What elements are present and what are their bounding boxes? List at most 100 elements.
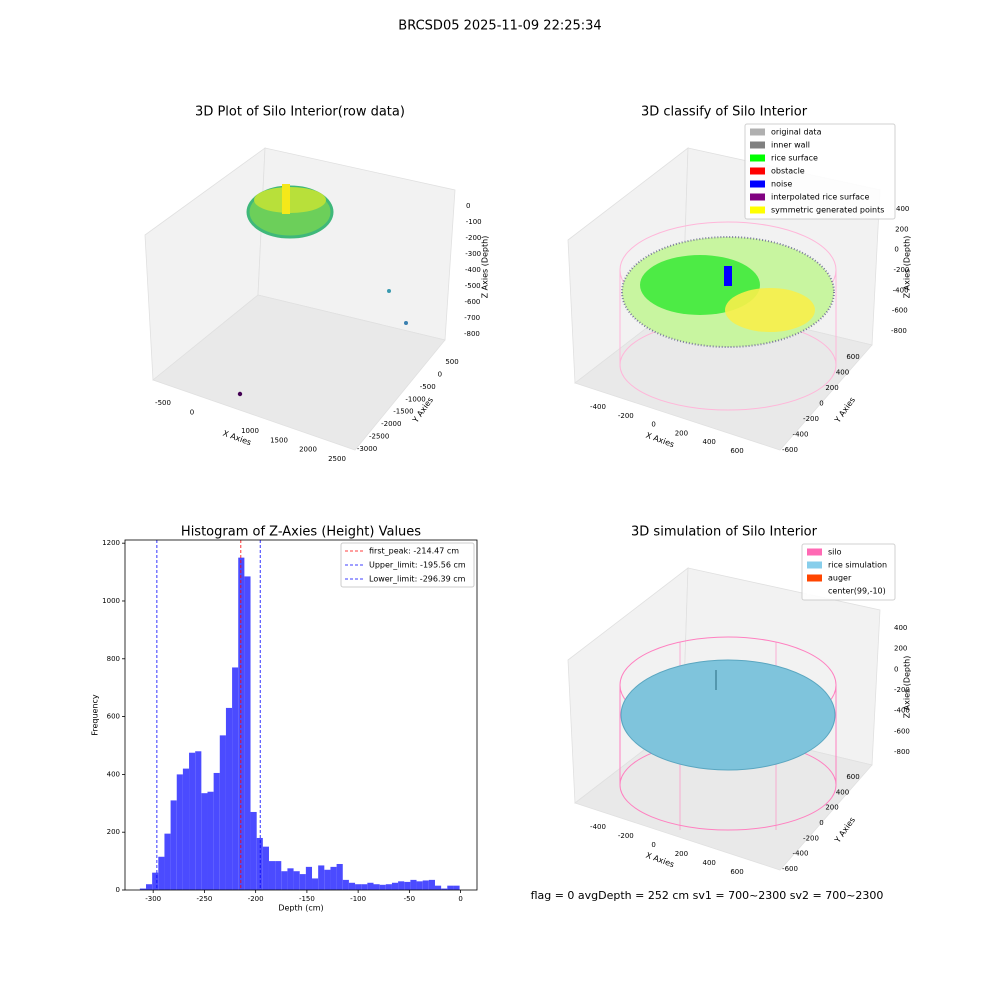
z-tick-label: 200 — [895, 225, 908, 233]
z-tick-label: 400 — [894, 624, 907, 632]
bar — [330, 866, 337, 890]
chart-title: 3D simulation of Silo Interior — [631, 525, 818, 540]
y-tick-label: 200 — [107, 828, 120, 836]
y-tick-label: -200 — [803, 415, 819, 423]
z-tick-label: -300 — [465, 250, 481, 258]
legend-label: first_peak: -214.47 cm — [369, 547, 459, 556]
bar — [164, 833, 171, 890]
bar — [152, 872, 159, 890]
x-tick-label: -150 — [299, 895, 315, 903]
x-tick-label: -100 — [350, 895, 366, 903]
x-tick-label: -250 — [196, 895, 212, 903]
x-tick-label: -50 — [404, 895, 415, 903]
bar — [367, 882, 374, 890]
legend-box — [340, 542, 475, 588]
x-tick-label: -200 — [618, 412, 634, 420]
bar — [195, 751, 202, 890]
bar — [342, 879, 349, 890]
z-tick-label: -100 — [466, 218, 482, 226]
legend-swatch — [750, 206, 765, 214]
y-tick-label: -1000 — [405, 395, 425, 403]
bar — [281, 871, 288, 890]
bar — [391, 882, 399, 890]
y-tick-label: 0 — [438, 370, 442, 378]
axes-frame — [124, 539, 478, 891]
y-tick-label: 500 — [445, 358, 458, 366]
x-tick-label: -400 — [590, 823, 606, 831]
chart-title: 3D Plot of Silo Interior(row data) — [195, 105, 405, 120]
bar — [158, 856, 165, 890]
bar — [447, 885, 454, 890]
bar — [275, 861, 282, 890]
z-tick-label: -600 — [892, 307, 908, 315]
legend-swatch — [750, 167, 765, 175]
bar — [361, 884, 368, 890]
y-tick-label: 200 — [825, 384, 838, 392]
z-axis-label: Z Axies (Depth) — [903, 656, 912, 719]
bar — [262, 846, 269, 890]
x-tick-label: 200 — [675, 850, 688, 858]
legend-swatch — [750, 193, 765, 201]
bar — [293, 871, 300, 890]
legend-label: obstacle — [771, 167, 805, 176]
panes-1 — [144, 147, 456, 451]
y-tick-label: 600 — [846, 353, 859, 361]
x-tick-label: -200 — [618, 832, 634, 840]
x-tick-label: -300 — [145, 895, 161, 903]
y-tick-label: -2000 — [381, 420, 401, 428]
z-tick-label: -400 — [894, 707, 910, 715]
legend-label: noise — [771, 180, 792, 189]
legend-swatch — [750, 154, 765, 162]
x-tick-label: 2500 — [328, 455, 346, 463]
y-tick-label: -400 — [793, 850, 809, 858]
x-tick-label: 600 — [730, 447, 743, 455]
bar — [324, 869, 331, 890]
bar — [170, 800, 177, 890]
bar — [182, 768, 190, 890]
z-axis-label: Z Axies (Depth) — [903, 236, 912, 299]
z-tick-label: -500 — [465, 282, 481, 290]
bar — [287, 868, 294, 890]
z-tick-label: -200 — [894, 686, 910, 694]
bar — [146, 884, 153, 890]
y-tick-label: -200 — [803, 834, 819, 842]
z-tick-label: -400 — [465, 266, 481, 274]
bar — [336, 863, 343, 890]
x-tick-label: 0 — [190, 408, 194, 416]
z-tick-label: -600 — [894, 727, 910, 735]
y-axis-label: Frequency — [91, 694, 100, 736]
x-tick-label: 0 — [651, 421, 655, 429]
bar — [225, 707, 233, 890]
bar — [268, 861, 276, 890]
footer: flag = 0 avgDepth = 252 cm sv1 = 700~230… — [531, 889, 884, 902]
bar — [410, 879, 417, 890]
y-tick-label: -1500 — [393, 408, 413, 416]
z-tick-label: 0 — [894, 665, 898, 673]
y-tick-label: -600 — [782, 446, 798, 454]
x-tick-label: 600 — [730, 868, 743, 876]
x-tick-label: 200 — [675, 429, 688, 437]
legend-label: auger — [828, 574, 852, 583]
y-tick-label: -3000 — [357, 445, 377, 453]
bar — [232, 667, 239, 890]
x-tick-label: -500 — [155, 399, 171, 407]
bar — [422, 880, 429, 890]
y-tick-label: -2500 — [369, 433, 389, 441]
bar — [385, 884, 392, 890]
y-tick-label: 400 — [107, 770, 120, 778]
bar — [312, 878, 319, 890]
bar — [213, 772, 220, 890]
bar — [453, 885, 460, 890]
y-tick-label: 400 — [836, 369, 849, 377]
legend-swatch — [750, 180, 765, 188]
x-tick-label: 400 — [703, 438, 716, 446]
y-tick-label: 400 — [836, 788, 849, 796]
bar — [398, 881, 405, 890]
x-tick-label: 2000 — [299, 446, 317, 454]
legend-box — [744, 123, 896, 220]
bar — [176, 774, 183, 890]
legend-label: Lower_limit: -296.39 cm — [369, 575, 466, 584]
bar — [348, 882, 356, 890]
x-tick-label: 1000 — [241, 427, 259, 435]
